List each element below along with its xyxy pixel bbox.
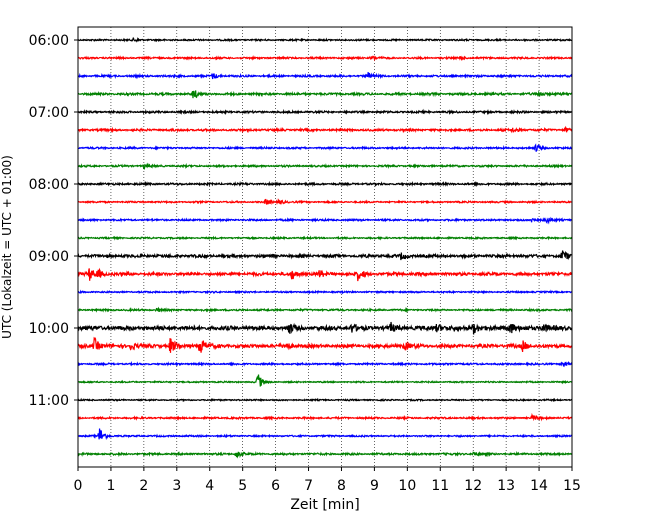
- y-tick-label-09:00: 09:00: [29, 249, 69, 265]
- y-tick-label-06:00: 06:00: [29, 33, 69, 49]
- plot-frame: [77, 26, 573, 468]
- trace-1045: [77, 374, 573, 387]
- trace-0800: [77, 180, 573, 188]
- x-axis-label: Zeit [min]: [290, 497, 359, 513]
- x-tick-label-2: 2: [139, 478, 148, 494]
- y-tick-label-08:00: 08:00: [29, 177, 69, 193]
- trace-1115: [77, 412, 573, 422]
- traces: [77, 36, 573, 459]
- trace-0815: [77, 198, 573, 206]
- x-tick-label-12: 12: [464, 478, 482, 494]
- trace-1015: [77, 336, 573, 353]
- trace-0630: [77, 71, 573, 80]
- x-tick-label-13: 13: [497, 478, 515, 494]
- x-tick-label-3: 3: [172, 478, 181, 494]
- trace-0645: [77, 90, 573, 99]
- x-tick-label-4: 4: [205, 478, 214, 494]
- trace-0600: [77, 36, 573, 43]
- x-tick-label-15: 15: [563, 478, 581, 494]
- x-tick-label-0: 0: [74, 478, 83, 494]
- trace-0745: [77, 162, 573, 171]
- trace-0845: [77, 235, 573, 241]
- trace-0715: [77, 125, 573, 134]
- x-ticks: 0 1 2 3 4 5 6 7 8 9 10 11 12 13 14 15: [74, 467, 581, 494]
- y-ticks: 06:00 07:00 08:00 09:00 10:00 11:00: [29, 33, 78, 409]
- trace-0930: [77, 289, 573, 295]
- y-tick-label-11:00: 11:00: [29, 393, 69, 409]
- x-tick-label-6: 6: [271, 478, 280, 494]
- trace-1000: [77, 321, 573, 335]
- trace-0900: [77, 250, 573, 261]
- y-axis-label: UTC (Lokalzeit = UTC + 01:00): [0, 155, 14, 339]
- trace-1100: [77, 397, 573, 403]
- y-tick-label-10:00: 10:00: [29, 321, 69, 337]
- grid-lines: [110, 27, 540, 467]
- x-tick-label-14: 14: [530, 478, 548, 494]
- x-tick-label-11: 11: [431, 478, 449, 494]
- x-tick-label-8: 8: [337, 478, 346, 494]
- x-tick-label-1: 1: [106, 478, 115, 494]
- trace-0945: [77, 306, 573, 314]
- y-tick-label-07:00: 07:00: [29, 105, 69, 121]
- trace-1145: [77, 450, 573, 459]
- trace-1030: [77, 360, 573, 368]
- trace-0700: [77, 108, 573, 116]
- trace-0615: [77, 54, 573, 62]
- trace-0915: [77, 267, 573, 282]
- x-tick-label-5: 5: [238, 478, 247, 494]
- trace-0830: [77, 216, 573, 225]
- x-tick-label-10: 10: [398, 478, 416, 494]
- x-tick-label-7: 7: [304, 478, 313, 494]
- x-tick-label-9: 9: [370, 478, 379, 494]
- trace-1130: [77, 428, 573, 441]
- trace-0730: [77, 143, 573, 152]
